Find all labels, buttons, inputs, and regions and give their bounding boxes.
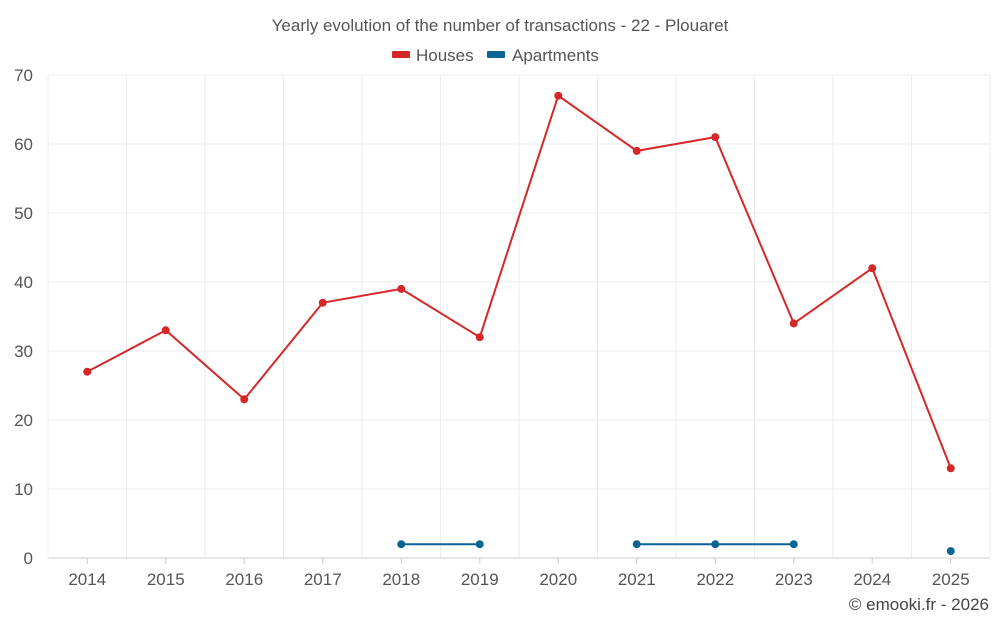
data-point-apartments-2025[interactable]: [946, 547, 955, 556]
y-tick-label: 10: [14, 480, 33, 499]
x-tick-label: 2022: [696, 570, 734, 589]
x-tick-label: 2020: [539, 570, 577, 589]
y-tick-label: 60: [14, 135, 33, 154]
credit-text: © emooki.fr - 2026: [849, 595, 989, 614]
legend-label-houses: Houses: [416, 46, 474, 65]
legend-item-apartments[interactable]: Apartments: [487, 46, 599, 65]
series-apartments: [397, 540, 955, 556]
chart-title: Yearly evolution of the number of transa…: [272, 16, 729, 35]
x-tick-label: 2021: [618, 570, 656, 589]
data-point-houses-2025[interactable]: [946, 464, 955, 473]
x-tick-label: 2024: [853, 570, 891, 589]
data-point-apartments-2018[interactable]: [397, 540, 406, 549]
legend-item-houses[interactable]: Houses: [392, 46, 474, 65]
legend-swatch-apartments: [487, 51, 505, 58]
y-tick-label: 30: [14, 342, 33, 361]
data-point-houses-2021[interactable]: [632, 146, 641, 155]
data-point-houses-2019[interactable]: [475, 333, 484, 342]
legend-label-apartments: Apartments: [512, 46, 599, 65]
x-tick-label: 2017: [304, 570, 342, 589]
data-point-apartments-2019[interactable]: [475, 540, 484, 549]
data-point-houses-2023[interactable]: [789, 319, 798, 328]
data-point-houses-2016[interactable]: [240, 395, 249, 404]
axes: 0 10 20 30 40 50 60 70 2014 2015 2016 2017 2018 2019 2…: [14, 66, 990, 589]
series: [83, 91, 955, 556]
data-point-houses-2017[interactable]: [318, 298, 327, 307]
x-tick-label: 2023: [775, 570, 813, 589]
data-point-houses-2018[interactable]: [397, 284, 406, 293]
y-tick-label: 40: [14, 273, 33, 292]
data-point-houses-2014[interactable]: [83, 367, 92, 376]
legend-swatch-houses: [392, 51, 410, 58]
x-tick-label: 2016: [225, 570, 263, 589]
legend: Houses Apartments: [392, 46, 599, 65]
data-point-houses-2015[interactable]: [161, 326, 170, 335]
grid: [47, 74, 991, 558]
data-point-houses-2022[interactable]: [711, 133, 720, 142]
series-line-houses: [86, 94, 952, 469]
data-point-apartments-2021[interactable]: [632, 540, 641, 549]
x-tick-label: 2018: [382, 570, 420, 589]
x-tick-label: 2014: [68, 570, 106, 589]
x-tick-label: 2019: [461, 570, 499, 589]
y-tick-label: 70: [14, 66, 33, 85]
data-point-apartments-2023[interactable]: [789, 540, 798, 549]
y-tick-label: 50: [14, 204, 33, 223]
data-point-apartments-2022[interactable]: [711, 540, 720, 549]
y-tick-label: 0: [24, 549, 33, 568]
x-tick-label: 2025: [932, 570, 970, 589]
y-tick-label: 20: [14, 411, 33, 430]
series-houses: [83, 91, 955, 473]
x-tick-label: 2015: [147, 570, 185, 589]
data-point-houses-2020[interactable]: [554, 91, 563, 100]
data-point-houses-2024[interactable]: [868, 264, 877, 273]
